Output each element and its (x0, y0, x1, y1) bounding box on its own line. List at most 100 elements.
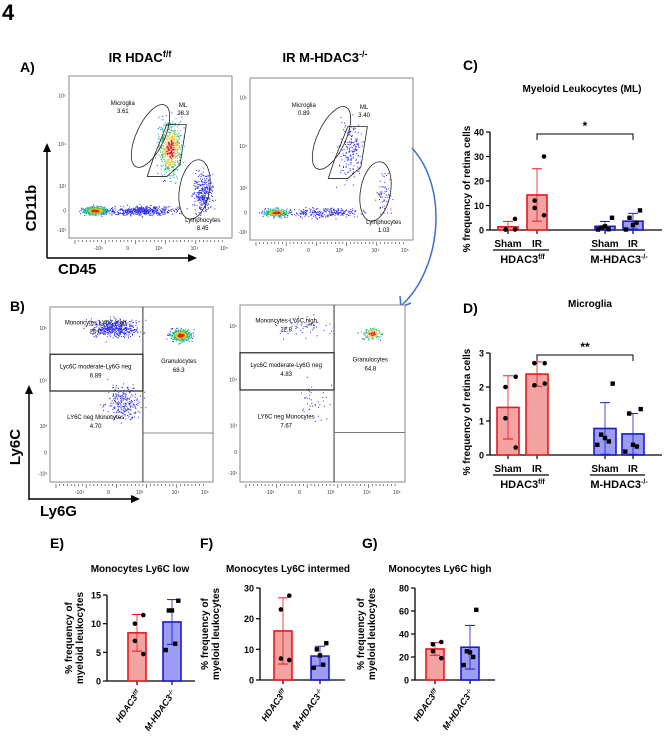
event-dot (278, 211, 280, 213)
event-dot (203, 192, 205, 194)
event-dot (269, 212, 271, 214)
event-dot (186, 337, 188, 338)
event-dot (191, 340, 193, 342)
event-dot (328, 214, 330, 216)
event-dot (88, 212, 90, 214)
event-dot (197, 200, 199, 202)
event-dot (182, 331, 184, 333)
event-dot (171, 123, 173, 125)
event-dot (176, 155, 178, 157)
event-dot (109, 213, 111, 215)
event-dot (169, 135, 171, 137)
event-dot (170, 130, 172, 132)
event-dot (327, 209, 328, 211)
event-dot (97, 210, 99, 211)
data-point (513, 374, 518, 380)
event-dot (212, 200, 214, 202)
event-dot (162, 156, 164, 158)
event-dot (329, 323, 331, 325)
event-dot (369, 328, 371, 330)
event-dots (259, 114, 394, 220)
event-dot (165, 115, 167, 117)
event-dot (289, 211, 291, 213)
event-dot (163, 208, 165, 210)
event-dot (175, 165, 177, 167)
event-dot (170, 338, 172, 340)
event-dot (350, 139, 352, 141)
event-dot (170, 153, 172, 155)
event-dot (171, 126, 173, 128)
event-dot (171, 136, 173, 138)
event-dot (158, 147, 160, 149)
event-dot (168, 333, 170, 335)
ly6c-arrowhead-icon (25, 385, 33, 394)
event-dot (114, 396, 116, 398)
event-dot (345, 163, 347, 165)
event-dot (122, 321, 124, 323)
event-dot (165, 137, 167, 139)
event-dot (375, 328, 377, 330)
event-dot (92, 207, 94, 209)
event-dot (189, 332, 191, 334)
event-dot (167, 123, 169, 125)
event-dot (183, 336, 185, 338)
event-dot (100, 322, 102, 324)
event-dot (183, 330, 185, 332)
event-dot (204, 194, 206, 196)
event-dot (130, 413, 132, 415)
event-dot (296, 213, 298, 215)
y-tick-label: 80 (399, 584, 409, 594)
gate-name: Microglia (111, 101, 136, 107)
event-dot (211, 199, 213, 201)
event-dot (137, 403, 139, 404)
category-main: M-HDAC3 (290, 692, 322, 732)
event-dot (101, 325, 103, 326)
event-dot (277, 208, 279, 209)
event-dot (129, 325, 131, 327)
event-dot (174, 164, 176, 166)
event-dot (122, 397, 124, 399)
event-dot (128, 208, 130, 210)
event-dot (97, 213, 99, 215)
event-dot (187, 336, 189, 338)
event-dot (125, 324, 127, 326)
event-dot (177, 152, 179, 154)
event-dot (191, 332, 193, 334)
event-dot (127, 328, 129, 330)
event-dot (124, 329, 126, 331)
event-dot (126, 330, 128, 332)
event-dot (345, 166, 347, 168)
event-dot (346, 213, 348, 215)
event-dot (188, 340, 190, 342)
event-dot (324, 209, 326, 211)
event-dot (152, 209, 154, 211)
gate-name: Granulocytes (353, 358, 388, 364)
event-dot (308, 409, 310, 411)
event-dot (125, 328, 127, 330)
event-dot (173, 339, 174, 341)
event-dot (135, 213, 137, 215)
event-dot (164, 213, 166, 215)
event-dot (377, 335, 379, 337)
event-dot (275, 213, 277, 215)
event-dot (350, 163, 352, 165)
event-dot (141, 207, 143, 209)
event-dot (359, 172, 361, 174)
event-dot (114, 400, 116, 402)
event-dot (94, 215, 96, 216)
event-dot (180, 112, 182, 114)
event-dot (169, 334, 171, 336)
event-dot (181, 334, 183, 336)
event-dot (189, 335, 191, 337)
event-dot (105, 331, 107, 333)
event-dot (295, 328, 297, 329)
event-dot (138, 209, 140, 211)
event-dot (164, 211, 166, 213)
event-dot (208, 203, 210, 205)
event-dot (174, 147, 176, 149)
data-point (541, 154, 547, 159)
event-dot (139, 212, 141, 214)
event-dot (156, 213, 157, 215)
event-dot (120, 331, 122, 333)
event-dot (123, 336, 124, 338)
